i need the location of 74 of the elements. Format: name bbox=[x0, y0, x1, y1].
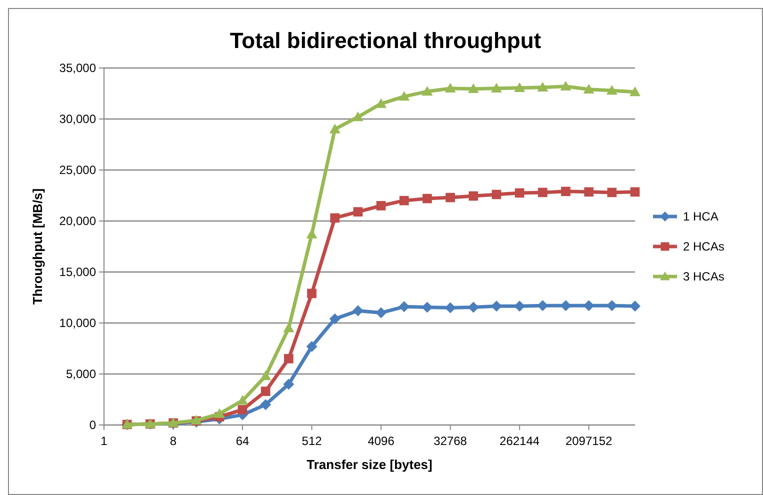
y-tick-label: 30,000 bbox=[59, 112, 96, 126]
y-tick-label: 5,000 bbox=[66, 367, 96, 382]
point bbox=[237, 395, 248, 405]
point bbox=[353, 207, 363, 216]
point bbox=[630, 86, 640, 96]
point bbox=[283, 322, 294, 332]
y-tick-label: 20,000 bbox=[59, 214, 96, 228]
x-tick-label: 2097152 bbox=[565, 434, 613, 448]
y-tick-label: 15,000 bbox=[59, 265, 96, 280]
point bbox=[630, 187, 640, 197]
x-tick-label: 1 bbox=[100, 434, 108, 448]
x-axis-title: Transfer size [bytes] bbox=[306, 457, 432, 472]
point bbox=[584, 187, 594, 197]
y-tick-label: 35,000 bbox=[59, 61, 96, 76]
y-tick-label: 10,000 bbox=[59, 316, 96, 330]
point bbox=[537, 300, 548, 312]
point bbox=[514, 300, 526, 312]
point bbox=[538, 188, 548, 198]
point bbox=[422, 194, 432, 204]
point bbox=[376, 98, 387, 108]
point bbox=[260, 399, 272, 410]
point bbox=[329, 313, 340, 324]
point bbox=[561, 186, 570, 196]
point bbox=[376, 201, 386, 210]
x-tick-label: 8 bbox=[170, 434, 177, 448]
point bbox=[468, 302, 479, 313]
point bbox=[306, 228, 318, 238]
point bbox=[352, 305, 364, 316]
point bbox=[560, 300, 572, 312]
point bbox=[583, 300, 594, 312]
point bbox=[607, 188, 617, 198]
point bbox=[630, 300, 640, 312]
point bbox=[490, 300, 502, 312]
point bbox=[352, 111, 364, 122]
point bbox=[583, 84, 594, 94]
point bbox=[422, 86, 433, 96]
point bbox=[492, 190, 502, 200]
x-tick-label: 262144 bbox=[500, 434, 540, 448]
point bbox=[260, 370, 272, 380]
point bbox=[306, 340, 318, 352]
x-tick-label: 4096 bbox=[368, 434, 395, 448]
point bbox=[468, 191, 478, 201]
point bbox=[283, 378, 294, 390]
point bbox=[399, 196, 409, 206]
y-axis-title: Throughput [MB/s] bbox=[30, 188, 45, 305]
point bbox=[490, 82, 502, 93]
legend-label: 1 HCA bbox=[683, 210, 718, 224]
point bbox=[537, 82, 548, 92]
point bbox=[284, 354, 294, 364]
y-tick-label: 25,000 bbox=[59, 163, 96, 178]
x-tick-label: 512 bbox=[302, 434, 322, 448]
point bbox=[560, 80, 572, 90]
point bbox=[446, 192, 455, 202]
point bbox=[514, 188, 524, 198]
chart-title: Total bidirectional throughput bbox=[230, 28, 542, 53]
point bbox=[514, 82, 526, 92]
x-tick-label: 64 bbox=[236, 434, 250, 448]
point bbox=[260, 386, 270, 396]
point bbox=[330, 213, 340, 223]
point bbox=[422, 302, 433, 313]
point bbox=[238, 405, 248, 414]
point bbox=[329, 124, 340, 134]
point bbox=[376, 307, 387, 318]
point bbox=[468, 83, 479, 94]
y-tick-label: 0 bbox=[89, 418, 96, 432]
point bbox=[307, 288, 316, 298]
point bbox=[444, 82, 456, 93]
legend-label: 3 HCAs bbox=[683, 270, 724, 284]
x-tick-label: 32768 bbox=[434, 434, 468, 448]
legend-label: 2 HCAs bbox=[683, 240, 724, 254]
point bbox=[444, 302, 456, 314]
point bbox=[214, 408, 225, 418]
point bbox=[606, 84, 618, 95]
point bbox=[398, 91, 410, 101]
